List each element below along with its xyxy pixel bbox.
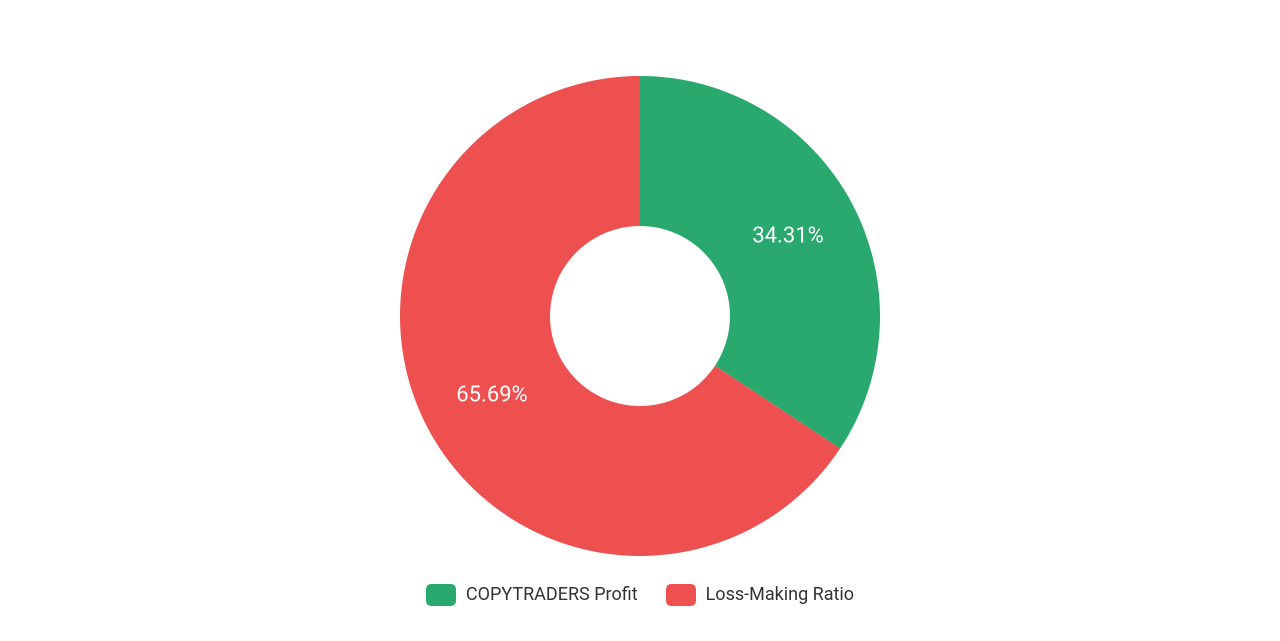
slice-label-profit: 34.31% bbox=[752, 224, 823, 249]
donut-slice-profit bbox=[640, 76, 880, 449]
donut-chart: 34.31% 65.69% bbox=[400, 76, 880, 556]
donut-svg bbox=[400, 76, 880, 556]
chart-legend: COPYTRADERS Profit Loss-Making Ratio bbox=[426, 584, 854, 606]
legend-swatch-loss bbox=[666, 584, 696, 606]
legend-label-loss: Loss-Making Ratio bbox=[706, 584, 854, 605]
slice-label-loss: 65.69% bbox=[456, 382, 527, 407]
legend-item-profit: COPYTRADERS Profit bbox=[426, 584, 638, 606]
legend-label-profit: COPYTRADERS Profit bbox=[466, 584, 638, 605]
legend-item-loss: Loss-Making Ratio bbox=[666, 584, 854, 606]
legend-swatch-profit bbox=[426, 584, 456, 606]
